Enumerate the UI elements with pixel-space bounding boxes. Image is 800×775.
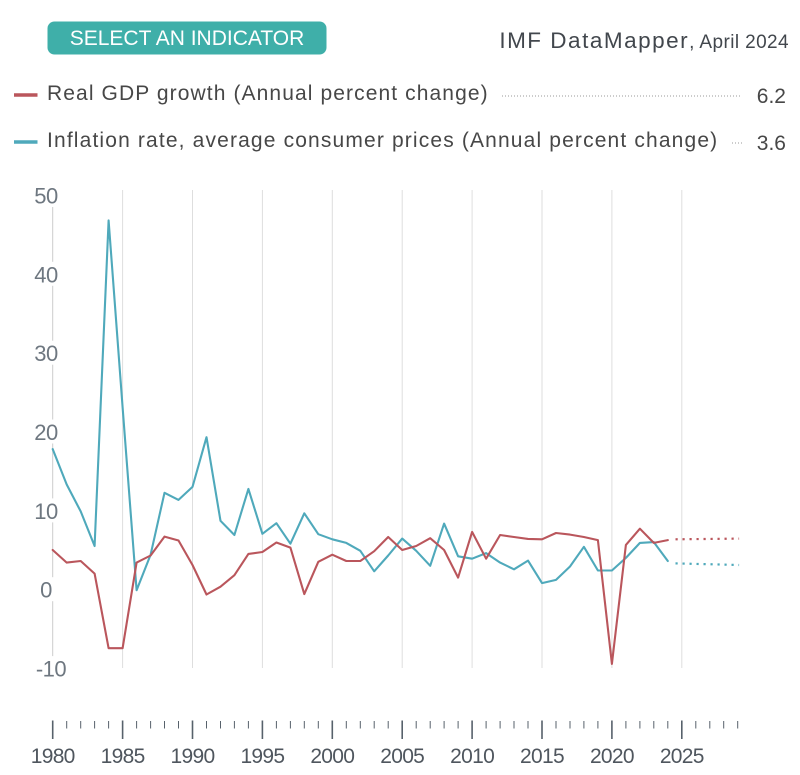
svg-text:Real GDP growth (Annual percen: Real GDP growth (Annual percent change) [47,82,489,105]
svg-text:10: 10 [34,499,58,524]
svg-text:2000: 2000 [310,745,354,768]
svg-text:0: 0 [40,578,52,603]
svg-text:IMF DataMapper, April 2024: IMF DataMapper, April 2024 [499,28,789,53]
svg-text:2005: 2005 [380,745,424,768]
svg-text:6.2: 6.2 [757,85,786,108]
svg-text:3.6: 3.6 [757,132,786,155]
svg-text:2025: 2025 [660,745,704,768]
svg-text:30: 30 [34,341,58,366]
svg-text:1985: 1985 [101,745,145,768]
svg-text:2020: 2020 [590,745,634,768]
svg-text:Inflation rate, average consum: Inflation rate, average consumer prices … [47,129,718,152]
svg-text:1980: 1980 [31,745,75,768]
svg-text:SELECT AN INDICATOR: SELECT AN INDICATOR [70,27,305,50]
svg-text:2015: 2015 [520,745,564,768]
svg-text:1990: 1990 [171,745,215,768]
svg-text:50: 50 [34,184,58,209]
svg-text:2010: 2010 [450,745,494,768]
svg-text:1995: 1995 [240,745,284,768]
svg-text:-10: -10 [36,657,67,682]
svg-text:20: 20 [34,420,58,445]
svg-text:40: 40 [34,262,58,287]
